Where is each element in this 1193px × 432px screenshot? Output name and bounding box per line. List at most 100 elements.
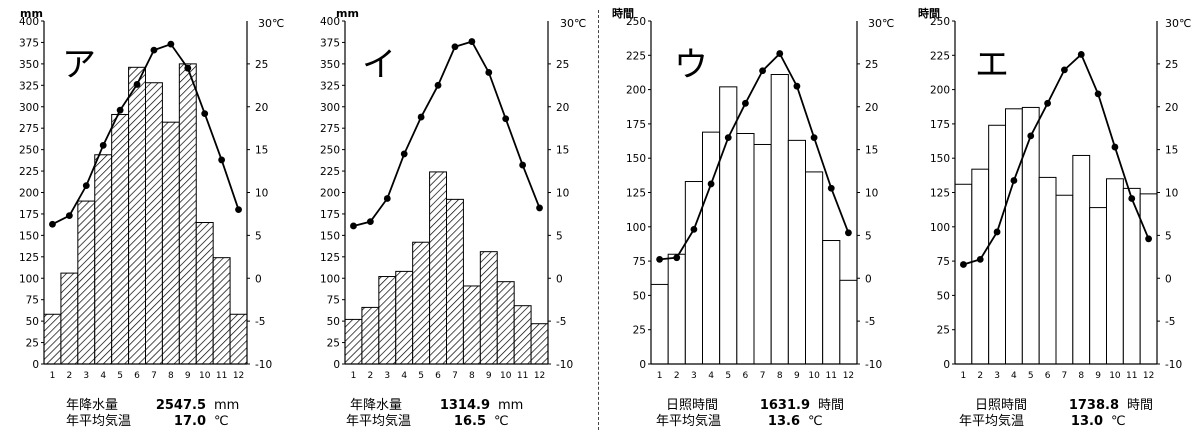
temperature-point <box>434 81 442 89</box>
left-tick-label: 225 <box>930 50 950 62</box>
panel-title: ウ <box>674 45 708 85</box>
left-tick-label: 0 <box>32 359 39 371</box>
footer-unit: 時間 <box>1127 398 1154 413</box>
left-tick-label: 75 <box>937 256 950 268</box>
temperature-point <box>468 38 476 45</box>
category-label: 11 <box>826 371 837 381</box>
category-label: 5 <box>117 371 123 381</box>
temperature-point <box>350 222 357 230</box>
bar <box>753 143 772 365</box>
bar <box>839 279 858 365</box>
category-label: 4 <box>708 371 714 381</box>
right-tick-label: 20 <box>255 102 268 114</box>
temperature-point <box>690 225 698 233</box>
category-label: 8 <box>777 371 783 381</box>
right-tick-label: 5 <box>865 230 872 242</box>
temperature-point <box>485 69 493 76</box>
left-axis-unit: 時間 <box>612 6 634 20</box>
left-tick-label: 25 <box>633 325 646 337</box>
footer-label: 日照時間 <box>975 398 1028 413</box>
category-label: 7 <box>760 371 766 381</box>
category-label: 6 <box>435 371 441 381</box>
left-tick-label: 100 <box>19 273 39 285</box>
temperature-point <box>742 99 749 107</box>
right-tick-label: -5 <box>556 316 566 328</box>
right-tick-label: -10 <box>865 359 882 371</box>
right-tick-label: 15 <box>865 145 878 157</box>
right-tick-label: 0 <box>255 273 262 285</box>
temperature-point <box>793 82 801 90</box>
left-tick-label: 325 <box>320 80 340 92</box>
right-tick-label: 15 <box>1165 145 1178 157</box>
right-tick-label: 20 <box>556 102 569 114</box>
bar <box>650 283 669 365</box>
category-label: 12 <box>233 371 244 381</box>
left-tick-label: 350 <box>320 59 340 71</box>
temperature-point <box>993 228 1001 236</box>
right-axis-unit: 30℃ <box>868 17 894 30</box>
temperature-point <box>82 182 90 190</box>
right-tick-label: 10 <box>865 188 878 200</box>
right-tick-label: 5 <box>556 230 563 242</box>
temperature-line <box>659 52 850 261</box>
footer-unit: 時間 <box>818 398 845 413</box>
temperature-point <box>1077 51 1085 58</box>
bar <box>178 63 197 365</box>
right-tick-label: 0 <box>865 273 872 285</box>
left-tick-label: 50 <box>26 316 39 328</box>
category-label: 7 <box>452 371 458 381</box>
category-label: 5 <box>1028 371 1034 381</box>
temperature-point <box>810 134 818 142</box>
right-tick-label: 0 <box>556 273 563 285</box>
left-tick-label: 100 <box>626 222 646 234</box>
bar <box>479 251 498 365</box>
footer-value: 16.5 <box>453 414 486 429</box>
left-tick-label: 75 <box>26 295 39 307</box>
left-tick-label: 175 <box>320 209 340 221</box>
footer-unit: ℃ <box>808 414 823 429</box>
footer-value: 2547.5 <box>155 398 206 413</box>
left-tick-label: 325 <box>19 80 39 92</box>
left-tick-label: 150 <box>930 153 950 165</box>
left-tick-label: 100 <box>320 273 340 285</box>
category-label: 2 <box>977 371 983 381</box>
category-label: 2 <box>368 371 374 381</box>
temperature-point <box>536 204 543 212</box>
category-label: 11 <box>216 371 227 381</box>
panel-title: ア <box>62 45 96 85</box>
right-tick-label: 10 <box>255 188 268 200</box>
bar <box>395 270 414 365</box>
right-tick-label: -10 <box>1165 359 1182 371</box>
left-tick-label: 150 <box>626 153 646 165</box>
left-tick-label: 225 <box>19 166 39 178</box>
category-label: 10 <box>1109 371 1121 381</box>
footer-label: 年平均気温 <box>959 414 1025 429</box>
temperature-point <box>960 261 967 268</box>
category-label: 12 <box>1143 371 1154 381</box>
bar <box>954 183 973 365</box>
category-label: 4 <box>100 371 106 381</box>
bar <box>1055 194 1074 365</box>
bar <box>412 241 431 365</box>
right-tick-label: -5 <box>1165 316 1175 328</box>
footer-unit: ℃ <box>1111 414 1126 429</box>
bar <box>1139 193 1158 365</box>
temperature-line <box>52 43 240 226</box>
temperature-point <box>827 184 835 192</box>
right-tick-label: 25 <box>255 59 268 71</box>
temperature-point <box>417 113 425 121</box>
chart-panel: 0255075100125150175200225250275300325350… <box>19 7 284 381</box>
category-label: 8 <box>469 371 475 381</box>
panel-title: エ <box>975 45 1009 85</box>
bar <box>462 285 481 365</box>
category-label: 10 <box>500 371 512 381</box>
bar <box>94 154 113 365</box>
right-axis-unit: 30℃ <box>1165 17 1191 30</box>
bar <box>1106 178 1124 365</box>
bar <box>60 272 79 365</box>
category-label: 1 <box>961 371 967 381</box>
footer-label: 年平均気温 <box>656 414 722 429</box>
category-label: 8 <box>168 371 174 381</box>
left-tick-label: 225 <box>626 50 646 62</box>
